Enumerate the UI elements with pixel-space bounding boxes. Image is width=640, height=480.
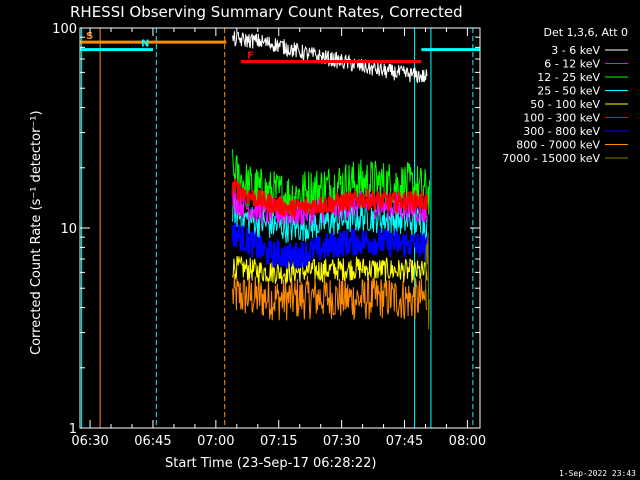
x-tick-label-5: 07:45 [386,434,423,449]
y-tick-label-1: 10 [60,222,77,237]
x-tick-label-0: 06:30 [71,434,108,449]
y-axis: 1 10 100 [52,22,480,437]
x-tick-label-2: 07:00 [197,434,234,449]
series-line-5 [231,178,428,219]
legend-label-6: 300 - 800 keV [523,125,600,138]
flag-label-1: N [141,39,149,50]
y-axis-label: Corrected Count Rate (s⁻¹ detector⁻¹) [29,110,44,355]
y-tick-label-0: 1 [69,422,77,437]
series-line-7 [232,273,428,321]
plot-area: S N F [80,28,480,428]
footer-timestamp: 1-Sep-2022 23:43 [559,469,636,478]
legend-label-1: 6 - 12 keV [544,58,600,71]
series-line-3 [232,196,428,244]
x-axis-label: Start Time (23-Sep-17 06:28:22) [165,456,376,471]
x-tick-label-3: 07:15 [260,434,297,449]
x-tick-label-4: 07:30 [323,434,360,449]
y-tick-label-2: 100 [52,22,77,37]
x-tick-label-1: 06:45 [134,434,171,449]
x-axis: 06:30 06:45 07:00 07:15 07:30 07:45 08:00 [71,28,486,449]
flag-label-3: F [247,50,254,61]
legend-label-8: 7000 - 15000 keV [502,152,600,165]
series-line-6 [231,222,428,269]
legend-label-0: 3 - 6 keV [551,44,600,57]
legend-label-3: 25 - 50 keV [537,85,600,98]
chart-title: RHESSI Observing Summary Count Rates, Co… [70,3,463,21]
legend-label-2: 12 - 25 keV [537,71,600,84]
series-line-2 [232,149,430,220]
flag-label-0: S [86,31,93,42]
legend-label-7: 800 - 7000 keV [516,139,600,152]
x-tick-label-6: 08:00 [449,434,486,449]
legend-header: Det 1,3,6, Att 0 [544,26,628,39]
legend-label-4: 50 - 100 keV [530,98,600,111]
series-line-4 [232,255,428,285]
legend-label-5: 100 - 300 keV [523,112,600,125]
series-line-8 [425,232,430,330]
